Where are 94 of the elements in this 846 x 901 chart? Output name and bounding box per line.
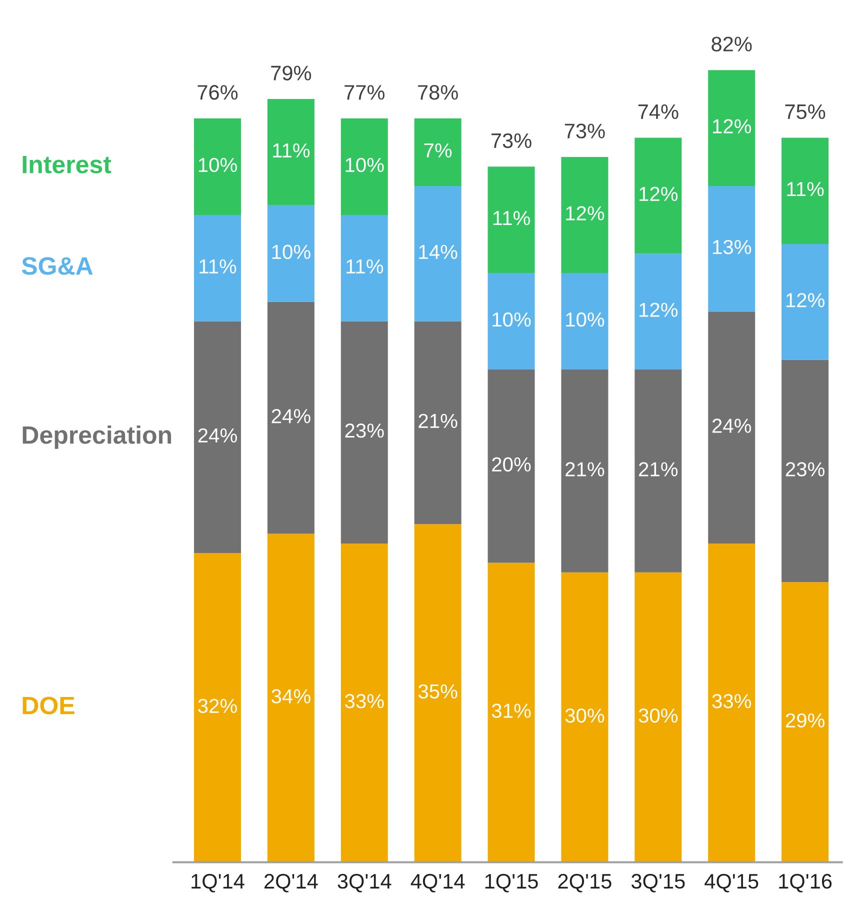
bar [488,370,535,563]
text: SG&A [22,257,93,275]
total-label: 73% [564,124,605,138]
bar [340,214,388,322]
bar [414,321,462,524]
total-label: 74% [638,104,678,120]
data-label: 35% [418,684,458,699]
bar [488,166,535,273]
bar [782,138,829,244]
bar [267,302,314,534]
total-label: 82% [712,36,752,52]
data-label: 10% [272,244,310,260]
bar [782,244,829,360]
x-tick-label: 1Q'16 [779,874,832,892]
data-label: 24% [198,428,237,443]
data-label: 20% [492,457,531,472]
data-label: 23% [786,462,824,476]
bar [708,70,756,186]
data-label: 10% [492,312,531,327]
bar [634,572,682,862]
data-label: 30% [638,708,678,723]
x-tick-label: 2Q'15 [558,874,612,892]
total-label: 76% [198,85,238,100]
data-label: 21% [418,414,458,428]
bar [708,543,756,862]
data-label: 12% [786,293,824,308]
data-label: 21% [566,462,604,476]
data-label: 31% [492,704,531,718]
data-label: 30% [565,708,604,723]
bar [708,312,756,544]
bar [267,534,314,862]
x-tick-label: 2Q'14 [264,874,318,892]
bar [267,99,314,206]
data-label: 7% [424,143,452,158]
data-label: 34% [272,689,310,704]
data-label: 13% [712,240,752,254]
data-label: 21% [639,462,678,476]
x-tick-label: 1Q'15 [485,874,538,892]
bar [561,572,608,862]
bar [782,360,829,582]
data-label: 10% [198,158,237,172]
bar [782,582,829,862]
data-label: 12% [640,186,678,201]
bar [488,272,535,370]
data-label: 33% [345,694,384,708]
bar [340,321,388,544]
bar [561,272,608,370]
bar [561,370,608,572]
bar [340,118,388,215]
data-label: 24% [712,418,752,433]
bar [194,553,241,862]
bar [194,214,241,322]
bar [634,254,682,370]
text: Interest [22,156,112,174]
data-label: 29% [786,713,824,728]
x-tick-label: 4Q'15 [704,874,758,892]
data-label: 33% [712,694,752,708]
x-tick-label: 3Q'15 [631,874,685,892]
data-label: 10% [346,158,384,172]
data-label: 11% [346,259,384,274]
total-label: 73% [491,133,532,148]
series-label: Depreciation [22,426,172,449]
bar [634,138,682,254]
bar [561,157,608,273]
text: DOE [22,696,74,714]
data-label: 12% [566,206,604,220]
bar [414,186,462,322]
total-label: 75% [785,104,826,120]
x-tick-label: 4Q'14 [410,874,465,892]
bar [340,543,388,862]
data-label: 14% [419,244,458,259]
data-label: 11% [787,182,824,196]
data-label: 23% [345,424,384,438]
data-label: 10% [566,312,604,327]
x-tick-label: 1Q'14 [192,874,244,892]
bar [708,186,756,312]
total-label: 79% [271,66,312,80]
bar [414,524,462,862]
data-label: 11% [493,211,530,226]
data-label: 32% [198,698,237,714]
total-label: 78% [418,85,458,100]
data-label: 12% [712,119,752,134]
data-label: 24% [272,409,310,424]
data-label: 11% [200,259,236,274]
bar [488,562,535,862]
bar [267,205,314,302]
total-label: 77% [344,85,384,100]
bar [194,118,241,215]
data-label: 11% [273,143,310,158]
bar [414,118,462,186]
data-label: 12% [640,302,678,317]
x-tick-label: 3Q'14 [338,874,392,892]
bar [194,321,241,554]
bar [634,370,682,572]
